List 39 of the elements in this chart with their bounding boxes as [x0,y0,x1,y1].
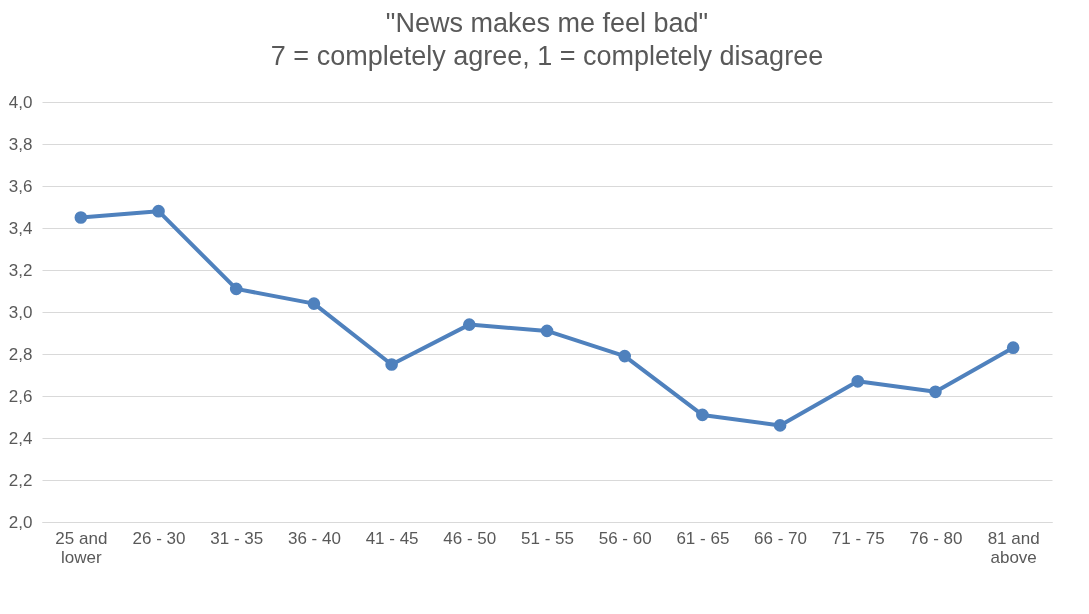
x-tick-label: 76 - 80 [909,528,963,548]
point [929,385,942,399]
y-tick-label: 3,8 [8,134,33,154]
y-tick-label: 3,6 [8,176,33,196]
y-tick-label: 2,6 [8,386,33,406]
point [540,324,554,338]
x-tick-label: 71 - 75 [831,528,885,548]
point [618,349,632,363]
x-tick-label: 51 - 55 [521,528,574,548]
point [773,419,787,432]
x-tick-label: 36 - 40 [287,528,341,548]
chart-subtitle: 7 = completely agree, 1 = completely disagree [270,41,824,71]
point [1006,341,1020,355]
x-tick-label: 81 and above [987,528,1040,567]
y-tick-label: 2,8 [8,344,33,364]
y-tick-label: 2,2 [8,470,33,490]
x-tick-label: 26 - 30 [132,528,186,548]
point [462,318,476,331]
x-tick-label: 41 - 45 [365,528,419,548]
chart-title: "News makes me feel bad" [385,8,709,38]
point [851,374,865,388]
y-tick-label: 2,0 [8,512,33,532]
y-tick-label: 3,4 [8,218,33,238]
x-tick-label: 66 - 70 [754,528,808,548]
y-tick-label: 4,0 [8,92,33,112]
point [385,358,398,371]
x-tick-label: 46 - 50 [443,528,497,548]
point [74,211,88,224]
x-tick-label: 61 - 65 [676,528,730,548]
y-tick-label: 2,4 [8,428,33,448]
x-tick-label: 31 - 35 [210,528,264,548]
x-tick-label: 56 - 60 [598,528,652,548]
point [696,408,709,422]
point [229,282,243,296]
point [152,204,165,218]
y-tick-label: 3,0 [8,302,33,322]
point [307,297,321,310]
x-tick-label: 25 and lower [55,528,108,567]
y-tick-label: 3,2 [8,260,33,280]
